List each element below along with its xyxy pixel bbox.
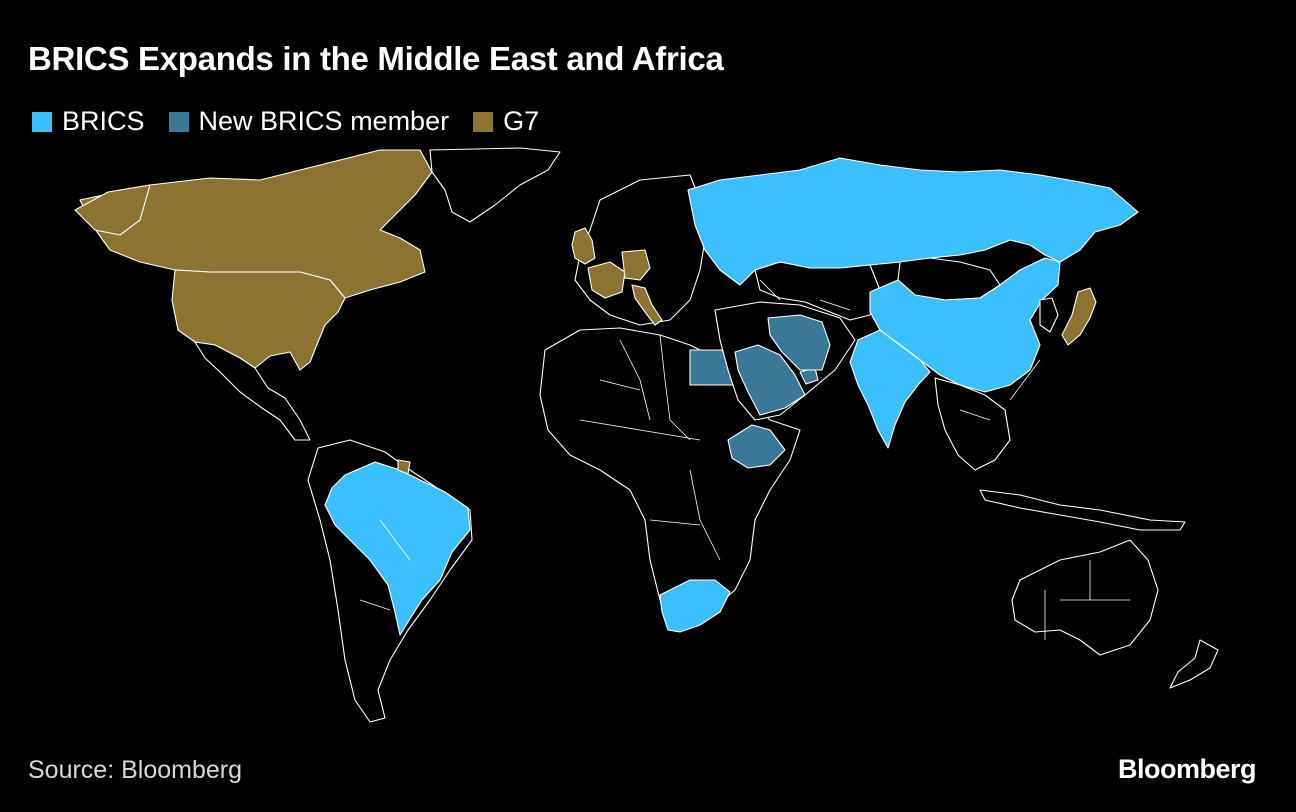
legend-item-new-member: New BRICS member [168, 106, 450, 137]
country-brazil [324, 461, 471, 636]
country-japan [1061, 287, 1097, 346]
legend-item-brics: BRICS [32, 106, 145, 137]
legend-label-brics: BRICS [62, 106, 145, 136]
country-usa-alaska [74, 184, 151, 236]
legend-swatch-brics [32, 111, 52, 132]
country-germany [621, 249, 651, 281]
country-saudi-arabia [734, 344, 806, 416]
country-italy [631, 284, 663, 326]
country-iran [767, 314, 831, 371]
region-korea [1039, 297, 1059, 333]
country-ethiopia [727, 424, 786, 469]
country-french-guiana [397, 459, 411, 475]
country-new-zealand [1169, 639, 1219, 689]
source-note: Source: Bloomberg [28, 756, 243, 784]
legend-label-new-member: New BRICS member [198, 106, 450, 136]
country-uk [571, 227, 596, 265]
legend: BRICS New BRICS member G7 [32, 106, 563, 137]
country-usa [171, 269, 346, 371]
world-map [74, 147, 1219, 723]
legend-swatch-g7 [473, 111, 494, 132]
bloomberg-logo: Bloomberg [1117, 754, 1257, 784]
country-mexico [194, 341, 311, 441]
country-france [587, 261, 626, 299]
country-australia [1011, 539, 1159, 656]
legend-item-g7: G7 [473, 106, 539, 137]
region-africa [539, 327, 801, 631]
country-south-africa [659, 579, 731, 633]
region-indonesia [979, 489, 1186, 531]
region-southeast-asia [934, 377, 1011, 471]
country-greenland [429, 147, 561, 223]
legend-swatch-new-member [168, 111, 189, 132]
border-lines [359, 279, 1130, 640]
country-india [849, 329, 931, 449]
region-central-asia [754, 261, 881, 321]
legend-label-g7: G7 [503, 106, 540, 136]
chart-title: BRICS Expands in the Middle East and Afr… [28, 40, 724, 77]
